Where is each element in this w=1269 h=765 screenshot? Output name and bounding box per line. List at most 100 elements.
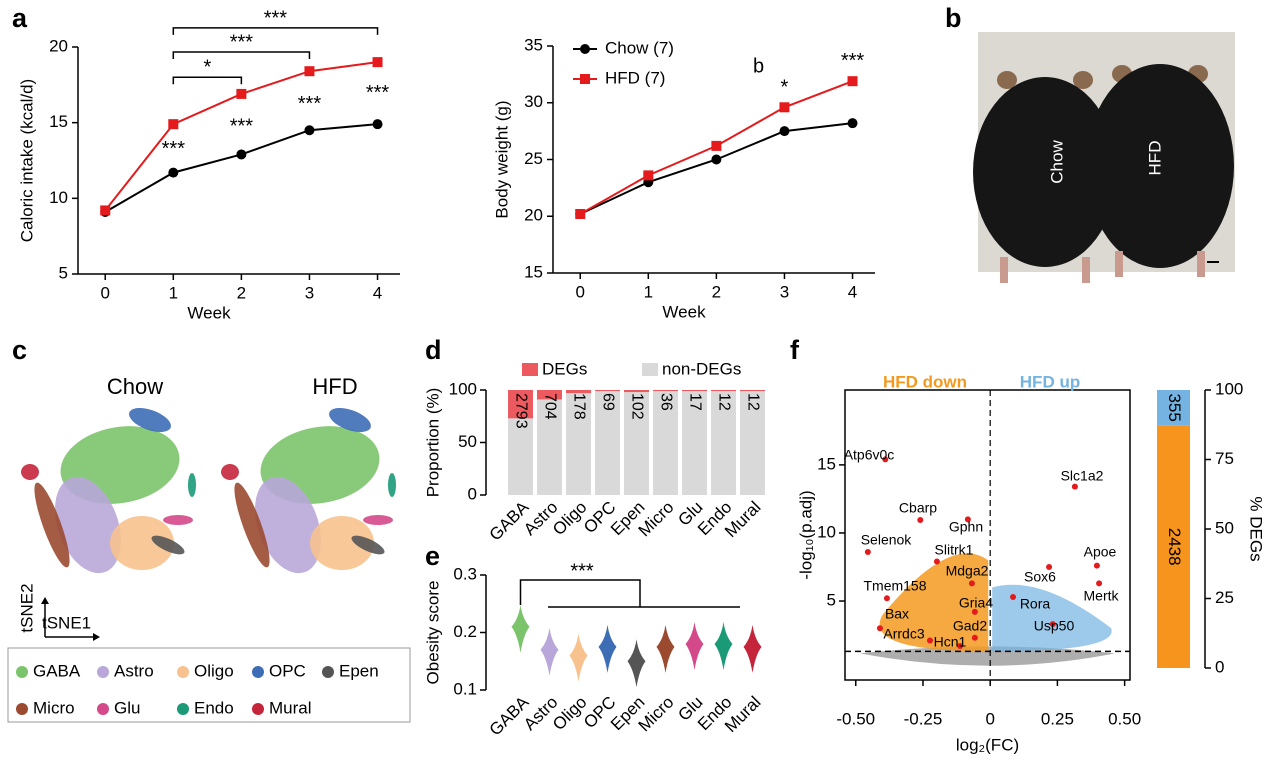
y-axis-label: -log₁₀(p.adj) (796, 490, 815, 579)
gene-point (864, 549, 871, 556)
group-label: HFD down (883, 372, 967, 391)
plot-frame (844, 389, 1131, 681)
gene-point (968, 580, 975, 587)
gene-label: Hcn1 (934, 634, 967, 650)
legend-label: Endo (194, 698, 234, 717)
gene-point (926, 637, 933, 644)
y-tick-label: 25 (524, 149, 543, 168)
bar-segment (566, 390, 591, 394)
gene-label: Usp50 (1034, 618, 1075, 634)
legend-label: Glu (114, 698, 140, 717)
y-axis-label: Obesity score (423, 581, 442, 685)
x-tick-label: 2 (237, 283, 246, 302)
cluster (55, 476, 121, 574)
x-tick-label: -0.50 (836, 709, 875, 728)
gene-label: Mdga2 (946, 563, 989, 579)
cluster (221, 464, 239, 480)
gene-label: Gria4 (959, 595, 993, 611)
marker (236, 88, 247, 99)
gene-label: Bax (885, 606, 909, 622)
gene-label: Atp6v0c (844, 447, 895, 463)
bar-segment (711, 391, 736, 495)
legend-marker (177, 703, 189, 715)
mouse-ear (1073, 71, 1093, 89)
gene-label: Selenok (861, 532, 913, 548)
panel-letter: b (945, 3, 962, 33)
tsne-arrows (44, 600, 97, 638)
panel-letter: e (425, 541, 440, 571)
bar-count: 2438 (1165, 528, 1184, 566)
x-axis-label: Week (187, 303, 231, 322)
marker (575, 208, 586, 219)
gene-label: Apoe (1084, 544, 1117, 560)
legend-label: GABA (33, 661, 81, 680)
y-tick-label: 5 (827, 591, 836, 610)
gene-point (933, 558, 940, 565)
map-title: Chow (107, 374, 163, 399)
bar-segment (566, 393, 591, 495)
annotation: *** (366, 82, 390, 104)
marker (711, 140, 722, 151)
cluster (110, 516, 174, 570)
violin (685, 622, 704, 670)
violin (656, 624, 675, 673)
bar-segment (624, 392, 649, 495)
gene-point (883, 595, 890, 602)
gene-point (876, 625, 883, 632)
gene-label: Slitrk1 (935, 542, 974, 558)
x-tick-label: 3 (305, 283, 314, 302)
cluster (151, 535, 185, 555)
gene-point (1010, 593, 1017, 600)
marker (372, 119, 383, 130)
bar-count: 12 (715, 393, 732, 411)
bar-count: 102 (628, 393, 645, 420)
bar-count: 36 (657, 393, 674, 411)
violin (598, 624, 617, 673)
legend-label: HFD (7) (605, 68, 665, 87)
violin (511, 604, 530, 653)
mouse-foot (1197, 251, 1205, 277)
cluster (351, 535, 385, 555)
mouse-body (1086, 64, 1234, 268)
cluster (388, 473, 396, 497)
y-tick-label: 10 (817, 522, 836, 541)
annotation: *** (264, 7, 288, 29)
annotation: b (753, 55, 764, 77)
non-significant-cloud (860, 646, 1115, 666)
legend-marker (252, 666, 264, 678)
legend-label: Astro (114, 661, 154, 680)
annotation: *** (230, 31, 254, 53)
gene-point (957, 642, 964, 649)
x-tick-label: 2 (712, 282, 721, 301)
bar-count: 178 (570, 393, 587, 420)
legend-marker (580, 74, 590, 84)
bracket (172, 51, 311, 59)
x-tick-label: -0.25 (904, 709, 943, 728)
x-tick-label: 0.25 (1041, 709, 1074, 728)
y-tick-label: 0.3 (453, 564, 477, 583)
legend-swatch (522, 363, 538, 376)
y-axis-label: tSNE2 (17, 583, 36, 632)
gene-point (917, 517, 924, 524)
marker (847, 118, 858, 129)
bar-segment (711, 390, 736, 392)
line (579, 122, 853, 215)
x-tick-label: 1 (169, 283, 178, 302)
gene-point (1049, 621, 1056, 628)
y-tick-label: 50 (458, 432, 477, 451)
legend-label: Epen (339, 661, 379, 680)
panel-letter: a (12, 3, 28, 33)
x-axis-label: log₂(FC) (956, 735, 1019, 754)
marker (643, 170, 654, 181)
legend-swatch (642, 363, 658, 376)
gene-label: Sox6 (1024, 569, 1056, 585)
cluster (21, 464, 39, 480)
annotation: *** (162, 138, 186, 160)
gene-label: Rora (1020, 596, 1051, 612)
cluster (310, 516, 374, 570)
y-tick-label: 25 (1215, 588, 1234, 607)
panel-letter: d (425, 335, 442, 365)
violin (627, 639, 646, 688)
x-tick-label: 4 (373, 283, 382, 302)
